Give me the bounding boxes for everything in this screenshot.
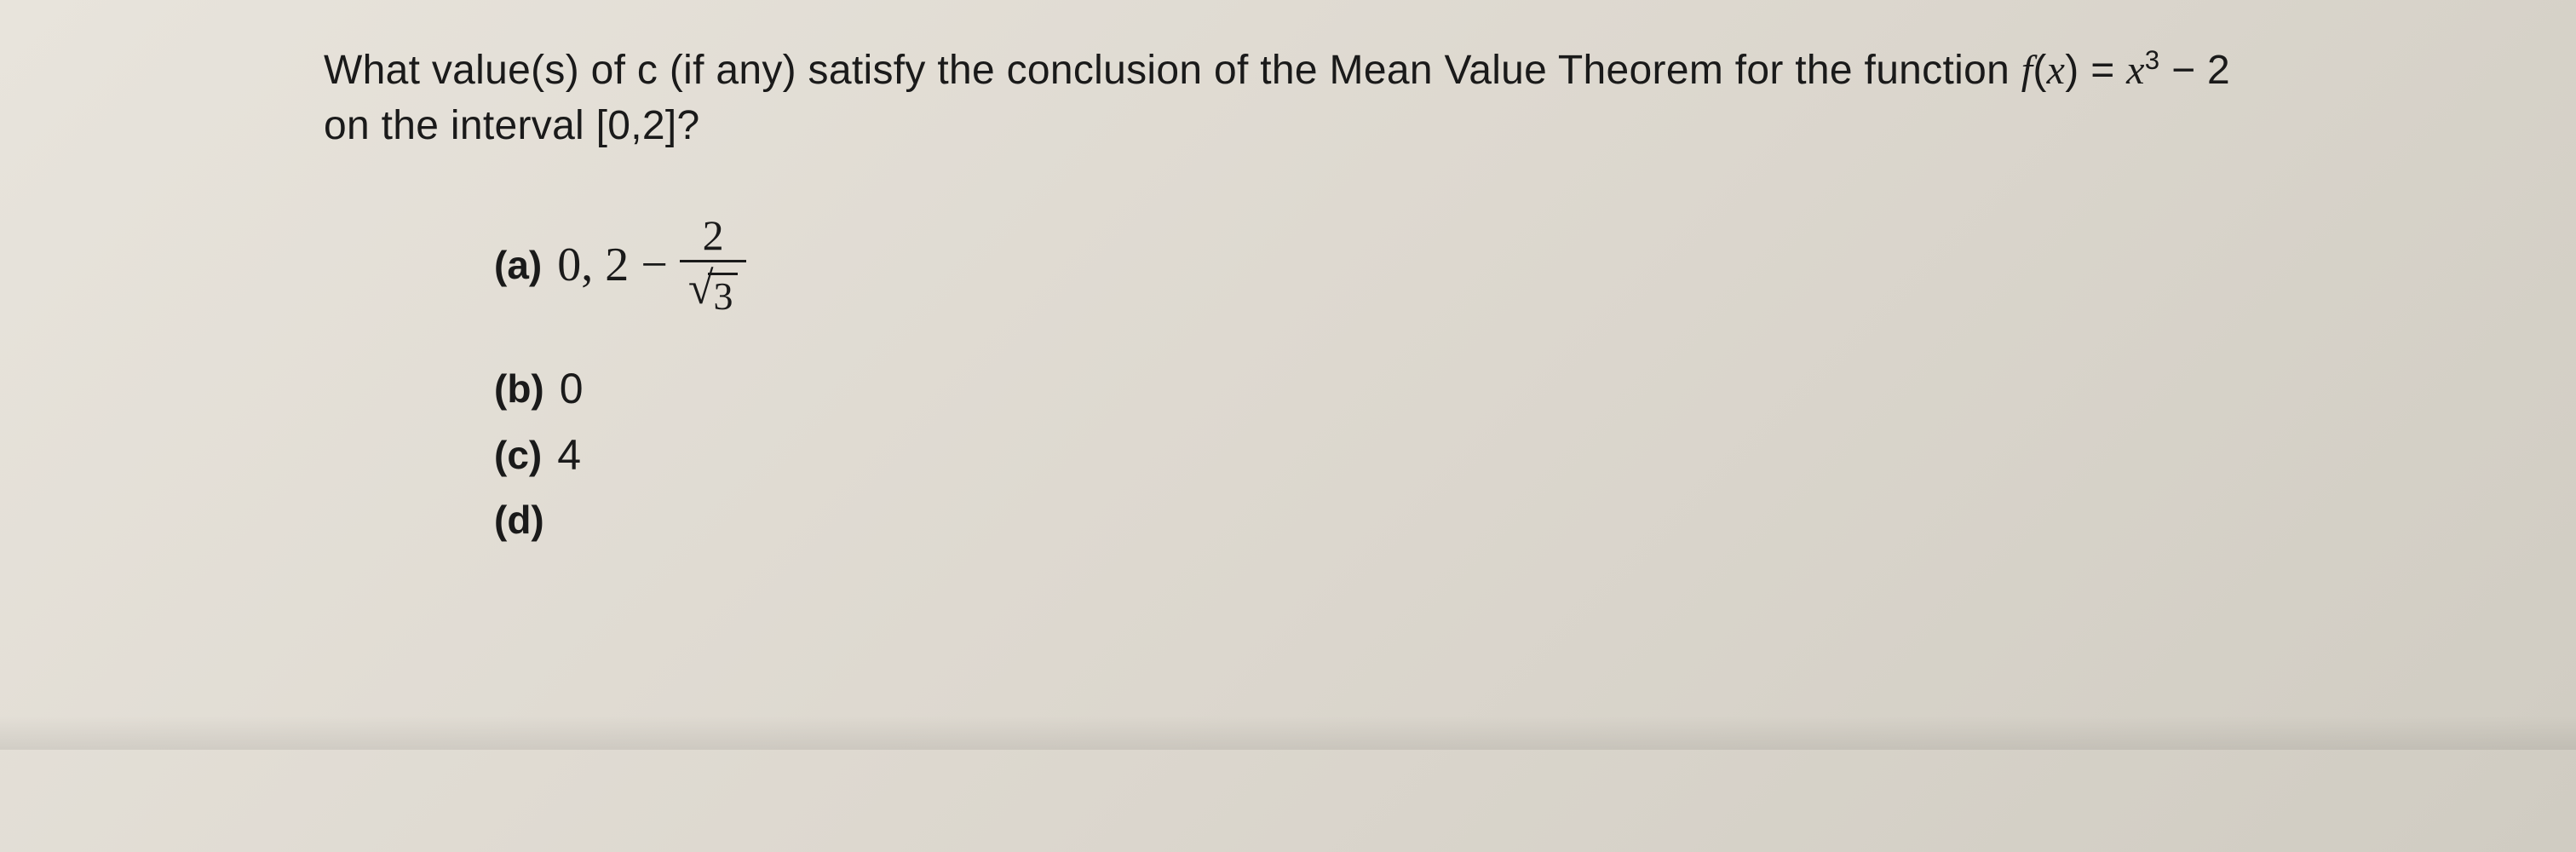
fx-eq: = [2079, 48, 2127, 93]
fx-exp: 3 [2145, 45, 2160, 75]
fx-f: f [2021, 48, 2033, 93]
option-a-fraction: 2 √ 3 [680, 214, 747, 316]
options-block: (a) 0, 2 − 2 √ 3 (b) 0 (c) 4 (d) [494, 214, 2252, 539]
question-text: What value(s) of c (if any) satisfy the … [324, 43, 2252, 154]
option-a-label: (a) [494, 245, 542, 285]
fx-paren-open: ( [2033, 48, 2046, 93]
question-suffix: on the interval [0,2]? [324, 103, 700, 148]
fx-x2: x [2126, 48, 2145, 93]
option-b-label: (b) [494, 369, 544, 408]
option-d-label: (d) [494, 500, 544, 539]
option-a-math: 0, 2 − 2 √ 3 [557, 214, 746, 316]
option-a-numerator: 2 [691, 214, 736, 260]
paper-shadow [0, 716, 2576, 750]
option-c-value: 4 [557, 434, 581, 476]
option-c-label: (c) [494, 435, 542, 475]
fx-x: x [2047, 48, 2066, 93]
option-a-leading: 0, 2 − [557, 241, 668, 289]
question-prefix: What value(s) of c (if any) satisfy the … [324, 48, 2021, 93]
option-a-radicand: 3 [708, 273, 738, 316]
option-a: (a) 0, 2 − 2 √ 3 [494, 214, 2252, 316]
fx-tail: − 2 [2159, 48, 2230, 93]
option-c: (c) 4 [494, 434, 2252, 476]
fx-paren-close: ) [2065, 48, 2079, 93]
option-a-denominator: √ 3 [680, 260, 747, 316]
option-b-value: 0 [560, 367, 584, 410]
option-d: (d) [494, 500, 2252, 539]
option-b: (b) 0 [494, 367, 2252, 410]
